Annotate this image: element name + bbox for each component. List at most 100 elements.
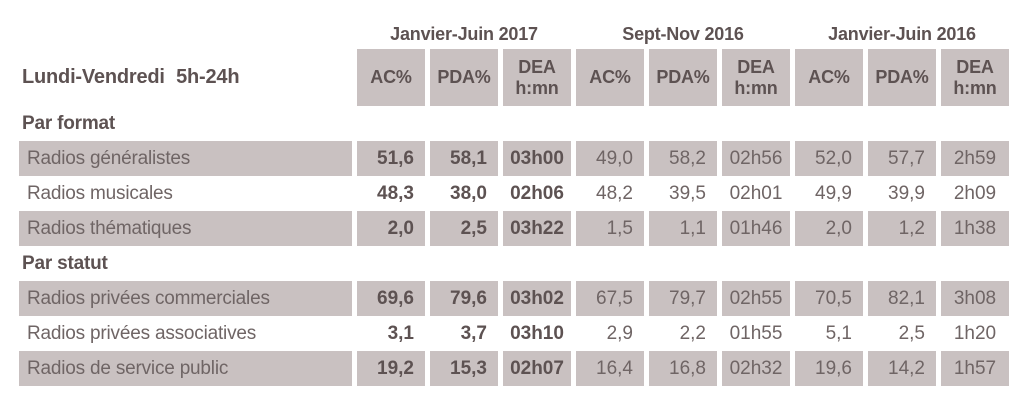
value-cell: 70,5 xyxy=(795,281,863,316)
value-cell: 19,2 xyxy=(357,351,425,386)
value-cell: 79,7 xyxy=(649,281,717,316)
col-header-label: h:mn xyxy=(515,77,559,98)
value-cell: 39,9 xyxy=(888,182,925,204)
value-cell: 58,2 xyxy=(649,141,717,176)
dea-value-cell: 03h22 xyxy=(503,211,571,246)
value-cell: 58,1 xyxy=(430,141,498,176)
section-header-label: Par format xyxy=(22,112,116,134)
col-header-ac-septnov2016: AC% xyxy=(576,49,644,106)
col-header-label: DEA xyxy=(956,57,994,78)
table-row: Radios privées associatives 3,1 3,7 03h10 2,… xyxy=(19,316,1014,351)
section-header-row: Par format xyxy=(19,106,1014,141)
col-header-ac-2017: AC% xyxy=(357,49,425,106)
row-label: Radios de service public xyxy=(19,351,352,386)
col-header-dea-2017: DEA h:mn xyxy=(503,49,571,106)
col-header-pda-2017: PDA% xyxy=(430,49,498,106)
dea-value-cell: 01h46 xyxy=(722,211,790,246)
col-header-label: AC% xyxy=(370,67,412,88)
value-cell: 38,0 xyxy=(450,182,487,204)
value-cell: 14,2 xyxy=(868,351,936,386)
dea-value-cell: 2h09 xyxy=(953,182,997,204)
value-cell: 2,5 xyxy=(898,322,925,344)
dea-value-cell: 02h55 xyxy=(722,281,790,316)
dea-value-cell: 1h57 xyxy=(941,351,1009,386)
section-header-row: Par statut xyxy=(19,246,1014,281)
dea-value-cell: 02h01 xyxy=(729,182,783,204)
value-cell: 52,0 xyxy=(795,141,863,176)
col-header-pda-2016: PDA% xyxy=(868,49,936,106)
value-cell: 5,1 xyxy=(825,322,852,344)
period-header-sept-nov-2016: Sept-Nov 2016 xyxy=(622,24,744,44)
col-header-ac-2016: AC% xyxy=(795,49,863,106)
row-label: Radios privées commerciales xyxy=(19,281,352,316)
table-body: Par format Radios généralistes 51,6 58,1 03h… xyxy=(19,106,1014,386)
value-cell: 49,0 xyxy=(576,141,644,176)
table-row: Radios de service public 19,2 15,3 02h07 16,… xyxy=(19,351,1014,386)
col-header-label: h:mn xyxy=(953,77,997,98)
value-cell: 82,1 xyxy=(868,281,936,316)
table-row: Radios généralistes 51,6 58,1 03h00 49,0 58,2… xyxy=(19,141,1014,176)
period-header-row: Janvier-Juin 2017 Sept-Nov 2016 Janvier-… xyxy=(19,20,1014,49)
row-label: Radios privées associatives xyxy=(27,322,257,344)
dea-value-cell: 1h20 xyxy=(953,322,997,344)
value-cell: 1,2 xyxy=(868,211,936,246)
value-cell: 2,0 xyxy=(357,211,425,246)
table-row: Radios thématiques 2,0 2,5 03h22 1,5 1,1 01h46… xyxy=(19,211,1014,246)
dea-value-cell: 3h08 xyxy=(941,281,1009,316)
value-cell: 79,6 xyxy=(430,281,498,316)
col-header-label: PDA% xyxy=(875,67,929,88)
value-cell: 48,2 xyxy=(596,182,633,204)
value-cell: 16,8 xyxy=(649,351,717,386)
col-header-dea-2016: DEA h:mn xyxy=(941,49,1009,106)
dea-value-cell: 02h06 xyxy=(510,182,564,204)
value-cell: 2,9 xyxy=(606,322,633,344)
value-cell: 69,6 xyxy=(357,281,425,316)
period-header-janvier-juin-2017: Janvier-Juin 2017 xyxy=(390,24,538,44)
value-cell: 49,9 xyxy=(815,182,852,204)
row-label: Radios thématiques xyxy=(19,211,352,246)
value-cell: 2,0 xyxy=(795,211,863,246)
col-header-pda-septnov2016: PDA% xyxy=(649,49,717,106)
value-cell: 19,6 xyxy=(795,351,863,386)
col-header-label: AC% xyxy=(808,67,850,88)
value-cell: 2,2 xyxy=(679,322,706,344)
dea-value-cell: 03h02 xyxy=(503,281,571,316)
value-cell: 15,3 xyxy=(430,351,498,386)
dea-value-cell: 03h10 xyxy=(510,322,564,344)
col-header-label: DEA xyxy=(518,57,556,78)
value-cell: 1,1 xyxy=(649,211,717,246)
dea-value-cell: 03h00 xyxy=(503,141,571,176)
table-title: Lundi-Vendredi 5h-24h xyxy=(22,66,240,88)
value-cell: 57,7 xyxy=(868,141,936,176)
period-header-janvier-juin-2016: Janvier-Juin 2016 xyxy=(828,24,976,44)
value-cell: 51,6 xyxy=(357,141,425,176)
dea-value-cell: 02h07 xyxy=(503,351,571,386)
col-header-label: PDA% xyxy=(437,67,491,88)
dea-value-cell: 02h56 xyxy=(722,141,790,176)
section-header-label: Par statut xyxy=(22,252,108,274)
value-cell: 2,5 xyxy=(430,211,498,246)
dea-value-cell: 1h38 xyxy=(941,211,1009,246)
row-label: Radios musicales xyxy=(27,182,173,204)
col-header-label: DEA xyxy=(737,57,775,78)
col-header-label: AC% xyxy=(589,67,631,88)
audience-table: Janvier-Juin 2017 Sept-Nov 2016 Janvier-… xyxy=(19,20,1014,386)
col-header-label: h:mn xyxy=(734,77,778,98)
col-header-label: PDA% xyxy=(656,67,710,88)
dea-value-cell: 01h55 xyxy=(729,322,783,344)
table-row: Radios musicales 48,3 38,0 02h06 48,2 39,5 02h… xyxy=(19,176,1014,211)
value-cell: 16,4 xyxy=(576,351,644,386)
row-label: Radios généralistes xyxy=(19,141,352,176)
column-header-row: Lundi-Vendredi 5h-24h AC% PDA% DEA h:mn A… xyxy=(19,49,1014,106)
value-cell: 3,7 xyxy=(460,322,487,344)
dea-value-cell: 2h59 xyxy=(941,141,1009,176)
dea-value-cell: 02h32 xyxy=(722,351,790,386)
value-cell: 1,5 xyxy=(576,211,644,246)
value-cell: 48,3 xyxy=(377,182,414,204)
table-row: Radios privées commerciales 69,6 79,6 03h02… xyxy=(19,281,1014,316)
value-cell: 67,5 xyxy=(576,281,644,316)
col-header-dea-septnov2016: DEA h:mn xyxy=(722,49,790,106)
value-cell: 39,5 xyxy=(669,182,706,204)
value-cell: 3,1 xyxy=(387,322,414,344)
